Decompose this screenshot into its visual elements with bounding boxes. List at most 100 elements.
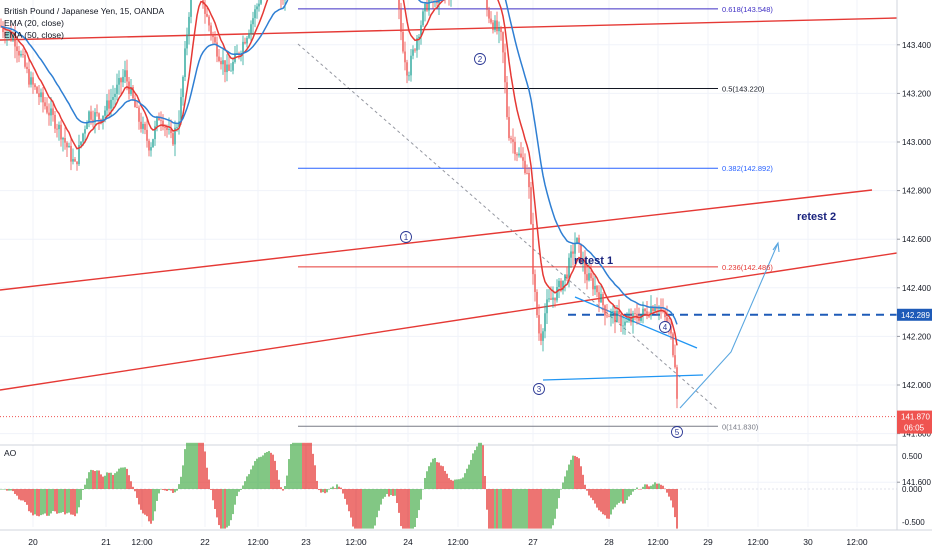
price-axis-bg [897, 0, 932, 550]
candle-body [112, 96, 114, 100]
ao-bar [316, 480, 318, 489]
candle-body [160, 120, 162, 122]
ao-bar [650, 485, 652, 489]
candle-body [490, 18, 492, 23]
ao-bar [674, 489, 676, 518]
candle-body [242, 41, 244, 54]
fib-level-label: 0.382(142.892) [722, 164, 773, 173]
ao-bar [544, 489, 546, 529]
ao-bar [526, 489, 528, 529]
candle-body [566, 274, 568, 279]
ao-bar [524, 489, 526, 529]
ao-bar [534, 489, 536, 529]
candle-body [86, 122, 88, 130]
ao-bar [586, 489, 588, 491]
candle-body [438, 0, 440, 4]
ao-bar [80, 489, 82, 500]
ao-bar [588, 489, 590, 496]
wedge-upper-line [574, 296, 698, 349]
ao-bar [436, 462, 438, 489]
ao-bar [298, 442, 300, 489]
ao-bar [558, 489, 560, 499]
candle-body [554, 297, 556, 301]
time-tick-label: 22 [200, 537, 210, 547]
ao-bar [328, 489, 330, 490]
candle-body [260, 0, 262, 4]
time-tick-label: 12:00 [747, 537, 769, 547]
ao-bar [220, 489, 222, 529]
ao-bar [658, 483, 660, 489]
ao-bar [34, 489, 36, 515]
ao-bar [142, 489, 144, 514]
ao-bar [600, 489, 602, 512]
ao-bar [432, 458, 434, 489]
ao-bar [98, 470, 100, 489]
ao-bar [230, 489, 232, 521]
price-tick-label: 143.000 [902, 138, 931, 147]
candle-body [122, 76, 124, 83]
ao-bar [580, 466, 582, 489]
ao-bar [628, 489, 630, 497]
ao-bar [252, 465, 254, 489]
ao-bar [572, 455, 574, 489]
wave-label-circle [659, 321, 671, 333]
ao-bar [552, 489, 554, 526]
candle-body [598, 292, 600, 303]
candle-body [184, 48, 186, 77]
ao-bar [420, 489, 422, 500]
ao-bar [262, 455, 264, 489]
ao-bar [416, 489, 418, 518]
ao-bar [348, 489, 350, 512]
ao-bar [104, 475, 106, 489]
ao-bar [44, 489, 46, 514]
candle-body [222, 60, 224, 65]
ao-bar [272, 454, 274, 489]
candle-body [556, 287, 558, 301]
ao-bar [132, 486, 134, 489]
ao-bar [430, 462, 432, 489]
ao-bar [584, 484, 586, 489]
ao-bar [520, 489, 522, 529]
candle-body [108, 100, 110, 109]
candle-body [504, 52, 506, 83]
candle-body [254, 9, 256, 19]
ao-bar [332, 486, 334, 489]
candle-body [96, 112, 98, 114]
candle-body [118, 78, 120, 85]
candle-body [558, 280, 560, 288]
ao-bar [248, 474, 250, 489]
ao-bar [110, 472, 112, 489]
ao-bar [60, 489, 62, 513]
ao-bar [624, 489, 626, 504]
candle-body [130, 86, 132, 94]
wave-label-circle [474, 53, 486, 65]
candle-body [74, 159, 76, 162]
ao-bar [288, 459, 290, 489]
candle-body [650, 306, 652, 317]
ao-bar [602, 489, 604, 515]
ao-bar [164, 489, 166, 491]
ao-bar [632, 489, 634, 492]
ao-bar [486, 489, 488, 510]
candle-body [144, 123, 146, 130]
candle-body [674, 355, 676, 368]
candle-body [538, 315, 540, 334]
wave-label-5: 5 [675, 428, 680, 437]
ao-bar [374, 489, 376, 526]
chart-overlay-labels: 1(144.610)0.764(143.954)0.618(143.548)0.… [400, 5, 836, 438]
ao-bar [582, 474, 584, 489]
ao-bar [70, 489, 72, 515]
ema50-legend: EMA (50, close) [4, 30, 64, 40]
candle-body [170, 129, 172, 134]
ao-bar [72, 489, 74, 515]
candle-body [154, 126, 156, 140]
candle-body [228, 64, 230, 71]
ao-bar [30, 489, 32, 513]
ao-title: AO [4, 448, 17, 458]
ao-bar [128, 475, 130, 489]
time-tick-label: 12:00 [247, 537, 269, 547]
candle-body [42, 92, 44, 103]
ao-bar [336, 484, 338, 489]
candle-body [496, 20, 498, 32]
